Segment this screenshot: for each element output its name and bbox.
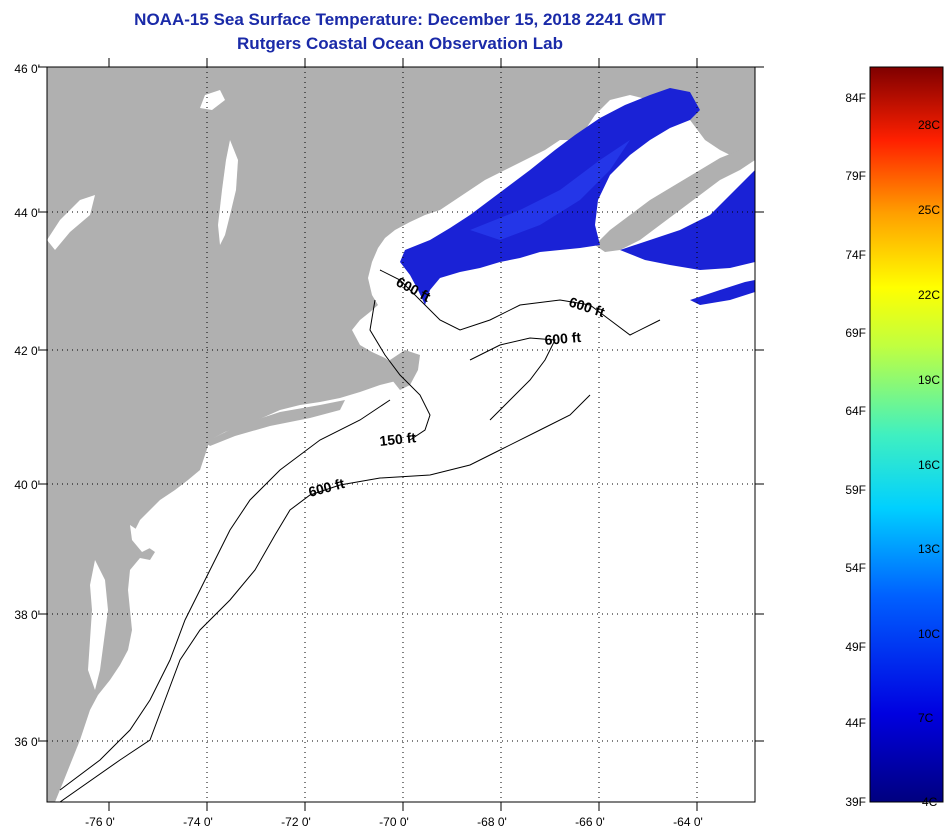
lake-ontario: [47, 195, 95, 250]
colorbar-c-label: 25C: [918, 203, 940, 217]
lat-label: 36 0': [14, 735, 40, 749]
colorbar-f-label: 49F: [845, 640, 866, 654]
grid-lines: [47, 67, 755, 802]
lon-label: -66 0': [575, 815, 605, 829]
lon-label: -72 0': [281, 815, 311, 829]
map-title: NOAA-15 Sea Surface Temperature: Decembe…: [134, 10, 666, 29]
colorbar: [869, 66, 944, 803]
colorbar-f-label: 74F: [845, 248, 866, 262]
delaware-bay: [130, 525, 150, 552]
contour-600ft-gulf: [379, 269, 661, 336]
bathymetry-contours: [59, 269, 661, 802]
lat-label: 44 0': [14, 206, 40, 220]
sst-data-scotian-shelf: [620, 170, 755, 270]
colorbar-f-label: 84F: [845, 91, 866, 105]
map-subtitle: Rutgers Coastal Ocean Observation Lab: [237, 34, 563, 53]
colorbar-f-label: 39F: [845, 795, 866, 809]
colorbar-c-label: 16C: [918, 458, 940, 472]
colorbar-c-label: 4C: [922, 795, 938, 809]
colorbar-f-label: 79F: [845, 169, 866, 183]
lake-small: [200, 90, 225, 110]
colorbar-c-label: 19C: [918, 373, 940, 387]
contour-label: 150 ft: [379, 429, 417, 449]
colorbar-f-label: 64F: [845, 404, 866, 418]
land-mass: [47, 67, 755, 802]
long-island: [205, 400, 345, 446]
contour-600ft-georges: [469, 337, 556, 421]
map-frame: [46, 66, 756, 803]
colorbar-f-label: 59F: [845, 483, 866, 497]
lat-label: 38 0': [14, 608, 40, 622]
colorbar-f-label: 54F: [845, 561, 866, 575]
contour-150ft: [369, 299, 431, 441]
lon-label: -70 0': [379, 815, 409, 829]
colorbar-c-label: 13C: [918, 542, 940, 556]
lat-label: 42 0': [14, 344, 40, 358]
colorbar-c-label: 28C: [918, 118, 940, 132]
contour-600ft-shelf: [59, 394, 591, 802]
chesapeake-bay: [88, 560, 108, 690]
colorbar-f-label: 69F: [845, 326, 866, 340]
nova-scotia: [595, 145, 755, 252]
colorbar-c-label: 10C: [918, 627, 940, 641]
lon-label: -64 0': [673, 815, 703, 829]
contour-inner: [59, 399, 391, 791]
colorbar-c-label: 7C: [918, 711, 934, 725]
sst-data-fragment: [690, 280, 755, 305]
colorbar-f-label: 44F: [845, 716, 866, 730]
contour-label: 600 ft: [544, 329, 582, 348]
lon-label: -76 0': [85, 815, 115, 829]
lon-label: -68 0': [477, 815, 507, 829]
colorbar-c-label: 22C: [918, 288, 940, 302]
lake-champlain: [218, 140, 238, 245]
lat-label: 46 0': [14, 62, 40, 76]
lon-label: -74 0': [183, 815, 213, 829]
sst-data-warmer: [470, 140, 630, 240]
axis-ticks: [38, 58, 764, 811]
lat-label: 40 0': [14, 478, 40, 492]
cape-cod: [390, 350, 420, 390]
